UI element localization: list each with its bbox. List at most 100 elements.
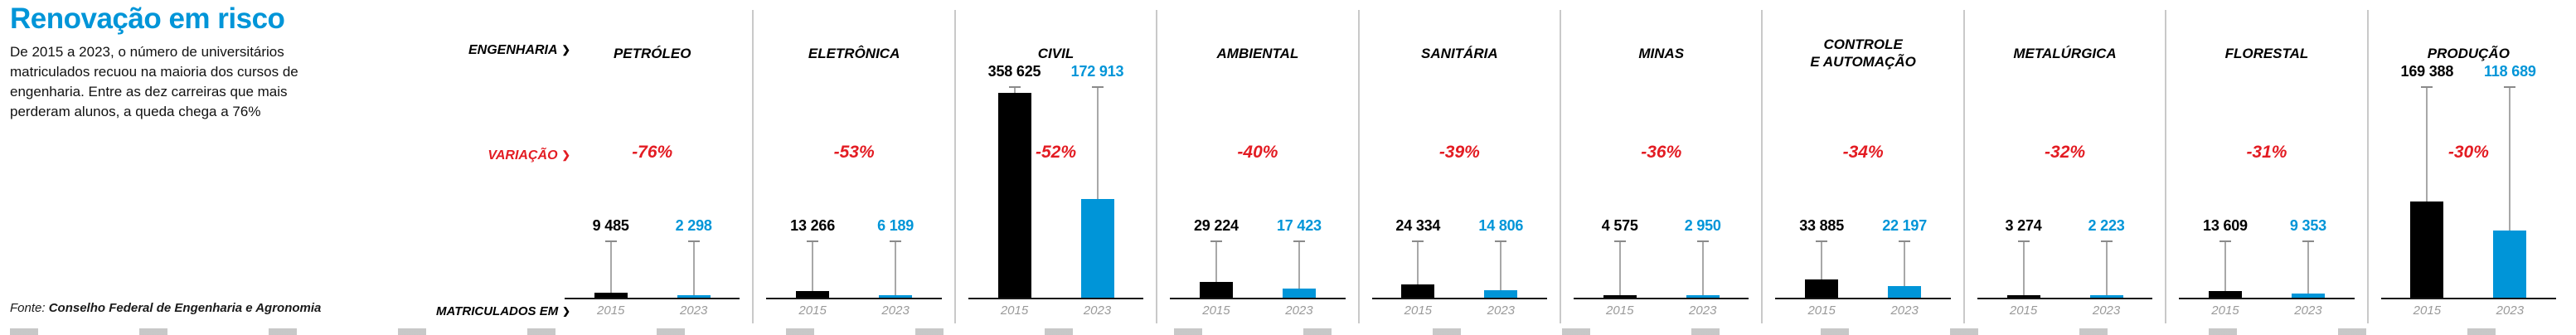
chevron-right-icon: ❯ <box>562 306 570 317</box>
discipline-column: AMBIENTAL -40% 29 224 17 423 2015 2023 <box>1156 0 1358 332</box>
row-label-variacao: VARIAÇÃO ❯ <box>488 148 570 163</box>
year-label-2015: 2015 <box>1000 303 1029 318</box>
axis-baseline <box>1775 298 1951 299</box>
pointer-cap-2023 <box>1293 240 1305 242</box>
pointer-line-2015 <box>1821 242 1823 279</box>
pointer-cap-2015 <box>1613 240 1626 242</box>
pointer-cap-2023 <box>1495 240 1507 242</box>
bar-2015 <box>594 293 628 299</box>
year-label-2015: 2015 <box>2009 303 2038 318</box>
pointer-line-2015 <box>1618 242 1621 295</box>
year-label-2023: 2023 <box>680 303 708 318</box>
value-label-2015: 33 885 <box>1799 217 1845 234</box>
axis-baseline <box>565 298 740 299</box>
pointer-cap-2023 <box>890 240 902 242</box>
year-label-2023: 2023 <box>1285 303 1313 318</box>
pointer-cap-2015 <box>2017 240 2030 242</box>
discipline-column: ELETRÔNICA -53% 13 266 6 189 2015 2023 <box>752 0 954 332</box>
value-label-2015: 358 625 <box>987 63 1041 80</box>
axis-baseline <box>1170 298 1346 299</box>
value-label-2015: 29 224 <box>1193 217 1239 234</box>
variation-value: -39% <box>1438 143 1480 162</box>
pointer-line-2023 <box>1096 88 1099 199</box>
discipline-column: METALÚRGICA -32% 3 274 2 223 2015 2023 <box>1962 0 2166 332</box>
variation-value: -52% <box>1036 143 1077 162</box>
discipline-name: PETRÓLEO <box>613 45 691 61</box>
value-label-2023: 22 197 <box>1882 217 1928 234</box>
bar-2023 <box>2291 294 2325 299</box>
bar-2015 <box>796 291 830 299</box>
year-label-2023: 2023 <box>1890 303 1919 318</box>
pointer-line-2023 <box>2105 242 2108 295</box>
pointer-line-2015 <box>609 242 612 293</box>
year-label-2023: 2023 <box>881 303 910 318</box>
variation-value: -76% <box>632 143 673 162</box>
year-label-2023: 2023 <box>1487 303 1516 318</box>
value-label-2023: 2 223 <box>2088 217 2125 234</box>
bar-2023 <box>879 295 913 299</box>
bar-2023 <box>1080 199 1114 299</box>
year-label-2023: 2023 <box>2294 303 2322 318</box>
intro-description: De 2015 a 2023, o número de universitári… <box>10 44 298 119</box>
page-title: Renovação em risco <box>10 2 285 35</box>
bar-2015 <box>2208 291 2242 299</box>
pointer-cap-2023 <box>2100 240 2113 242</box>
source-credit: Fonte: Conselho Federal de Engenharia e … <box>10 301 321 315</box>
pointer-line-2015 <box>812 242 814 291</box>
pointer-cap-2015 <box>1412 240 1424 242</box>
bar-2015 <box>997 93 1031 299</box>
bar-2015 <box>1401 284 1435 299</box>
year-label-2015: 2015 <box>1807 303 1836 318</box>
year-label-2015: 2015 <box>1404 303 1433 318</box>
pointer-cap-2015 <box>2421 86 2433 88</box>
discipline-column: MINAS -36% 4 575 2 950 2015 2023 <box>1560 0 1762 332</box>
discipline-name: CIVIL <box>1037 45 1075 61</box>
discipline-name: FLORESTAL <box>2224 45 2309 61</box>
pointer-line-2023 <box>895 242 897 295</box>
variation-value: -31% <box>2246 143 2287 162</box>
bar-2015 <box>2006 295 2040 299</box>
bar-2015 <box>1603 295 1637 299</box>
pointer-line-2023 <box>1298 242 1300 289</box>
year-label-2015: 2015 <box>597 303 625 318</box>
value-label-2023: 2 950 <box>1684 217 1721 234</box>
pointer-line-2015 <box>1013 88 1016 93</box>
discipline-name: METALÚRGICA <box>2013 45 2117 61</box>
value-label-2023: 14 806 <box>1478 217 1524 234</box>
row-label-variacao-text: VARIAÇÃO <box>488 148 558 163</box>
year-label-2015: 2015 <box>798 303 827 318</box>
axis-baseline <box>1574 298 1749 299</box>
discipline-name: MINAS <box>1638 45 1685 61</box>
pointer-line-2015 <box>2022 242 2025 295</box>
value-label-2015: 169 388 <box>2400 63 2454 80</box>
row-label-matriculados-text: MATRICULADOS EM <box>435 304 559 318</box>
pointer-cap-2015 <box>2219 240 2231 242</box>
bar-2023 <box>1686 295 1720 299</box>
source-name: Conselho Federal de Engenharia e Agronom… <box>48 301 322 315</box>
discipline-name: CONTROLE E AUTOMAÇÃO <box>1810 36 1916 70</box>
pointer-cap-2023 <box>1899 240 1911 242</box>
value-label-2023: 118 689 <box>2484 63 2536 80</box>
year-label-2023: 2023 <box>1083 303 1112 318</box>
year-label-2023: 2023 <box>2092 303 2121 318</box>
variation-value: -53% <box>833 143 875 162</box>
value-label-2023: 172 913 <box>1070 63 1124 80</box>
pointer-line-2023 <box>2307 242 2309 294</box>
pointer-line-2023 <box>1701 242 1704 295</box>
discipline-column: CIVIL -52% 358 625 172 913 2015 2023 <box>953 0 1157 332</box>
variation-value: -40% <box>1237 143 1278 162</box>
bar-2023 <box>1888 286 1922 299</box>
discipline-column: CONTROLE E AUTOMAÇÃO -34% 33 885 22 197 2015… <box>1761 0 1963 332</box>
value-label-2015: 4 575 <box>1601 217 1638 234</box>
variation-value: -32% <box>2045 143 2086 162</box>
pointer-line-2015 <box>1215 242 1217 282</box>
bar-2015 <box>1805 279 1839 299</box>
discipline-name: PRODUÇÃO <box>2427 45 2510 61</box>
pointer-cap-2015 <box>807 240 819 242</box>
value-label-2023: 17 423 <box>1276 217 1322 234</box>
axis-baseline <box>766 298 942 299</box>
year-label-2023: 2023 <box>1689 303 1717 318</box>
year-label-2015: 2015 <box>2413 303 2442 318</box>
pointer-line-2015 <box>1417 242 1419 284</box>
intro-block: Renovação em risco De 2015 a 2023, o núm… <box>10 3 383 122</box>
